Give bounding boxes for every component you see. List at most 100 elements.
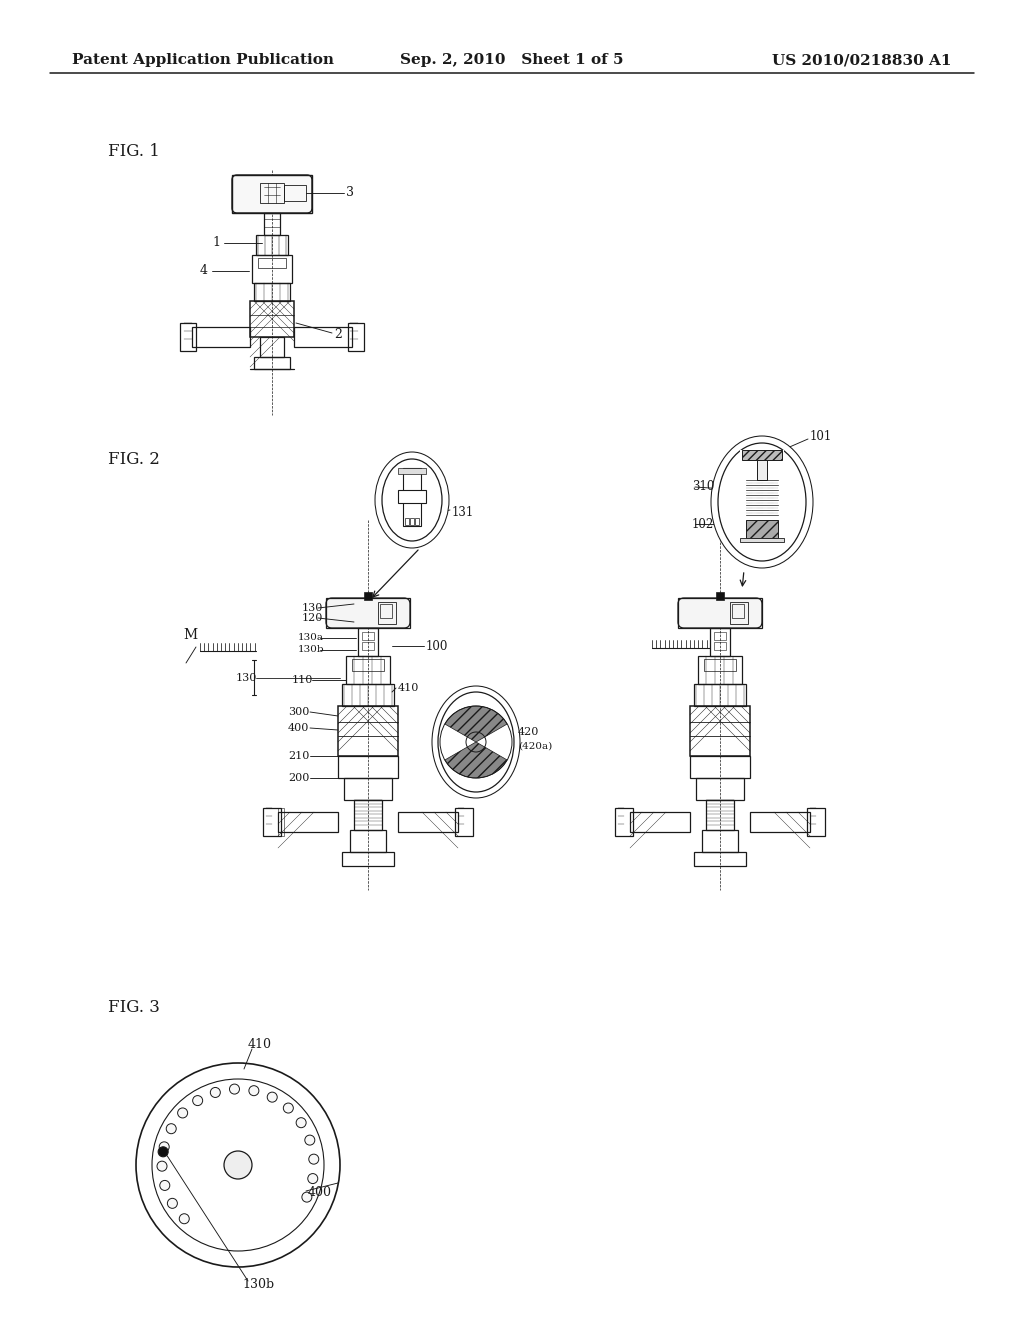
Bar <box>807 808 825 836</box>
Text: 130b: 130b <box>298 645 325 655</box>
Bar <box>455 808 473 836</box>
Bar <box>398 490 426 503</box>
Text: FIG. 2: FIG. 2 <box>108 451 160 469</box>
Text: 210: 210 <box>288 751 309 762</box>
Bar <box>716 591 724 601</box>
Text: Sep. 2, 2010   Sheet 1 of 5: Sep. 2, 2010 Sheet 1 of 5 <box>400 53 624 67</box>
Text: 200: 200 <box>288 774 309 783</box>
Bar <box>630 812 690 832</box>
Bar <box>278 812 338 832</box>
Bar <box>398 812 458 832</box>
Bar <box>294 327 352 347</box>
Bar <box>694 684 746 706</box>
Bar <box>706 800 734 830</box>
Circle shape <box>166 1123 176 1134</box>
Bar <box>284 185 306 201</box>
Text: 410: 410 <box>398 682 420 693</box>
Text: 130a: 130a <box>298 634 324 643</box>
Bar <box>364 591 372 601</box>
Circle shape <box>309 1154 318 1164</box>
Bar <box>338 706 398 756</box>
Circle shape <box>249 1085 259 1096</box>
Ellipse shape <box>711 436 813 568</box>
Text: 120: 120 <box>302 612 324 623</box>
Ellipse shape <box>438 692 514 792</box>
Text: 1: 1 <box>212 236 220 249</box>
Circle shape <box>157 1162 167 1171</box>
Circle shape <box>224 1151 252 1179</box>
Ellipse shape <box>382 459 442 541</box>
Circle shape <box>267 1092 278 1102</box>
Ellipse shape <box>375 451 449 548</box>
Bar <box>615 808 633 836</box>
Text: 4: 4 <box>200 264 208 277</box>
Bar <box>354 800 382 830</box>
Text: 410: 410 <box>248 1039 272 1052</box>
Bar <box>696 777 744 800</box>
Bar <box>362 632 374 640</box>
Circle shape <box>158 1147 168 1156</box>
Bar <box>380 605 392 618</box>
Text: FIG. 1: FIG. 1 <box>108 144 160 161</box>
Bar <box>698 656 742 684</box>
Bar <box>406 517 409 525</box>
Bar <box>694 851 746 866</box>
Text: 420: 420 <box>518 727 540 737</box>
Bar <box>260 183 284 203</box>
Circle shape <box>160 1180 170 1191</box>
Bar <box>358 628 378 656</box>
Text: Patent Application Publication: Patent Application Publication <box>72 53 334 67</box>
Text: 102: 102 <box>692 517 715 531</box>
Bar <box>346 656 390 684</box>
Bar <box>254 282 290 301</box>
Bar <box>750 812 810 832</box>
Text: 110: 110 <box>292 675 313 685</box>
Bar <box>232 176 312 213</box>
Bar <box>260 337 284 356</box>
Bar <box>193 327 250 347</box>
Bar <box>710 628 730 656</box>
Wedge shape <box>444 742 507 777</box>
Text: (420a): (420a) <box>518 742 552 751</box>
Bar <box>742 450 782 459</box>
Text: 130: 130 <box>236 673 257 682</box>
Text: 101: 101 <box>810 430 833 444</box>
Bar <box>378 602 396 624</box>
Bar <box>338 756 398 777</box>
Bar <box>342 684 394 706</box>
Text: 131: 131 <box>452 506 474 519</box>
Bar <box>250 301 294 337</box>
Bar <box>352 659 384 671</box>
Bar <box>757 459 767 480</box>
Circle shape <box>308 1173 317 1184</box>
Bar <box>740 539 784 543</box>
Bar <box>252 255 292 282</box>
Circle shape <box>305 1135 314 1146</box>
Circle shape <box>284 1104 293 1113</box>
Ellipse shape <box>432 686 520 799</box>
Circle shape <box>210 1088 220 1097</box>
Text: 100: 100 <box>426 639 449 652</box>
Text: US 2010/0218830 A1: US 2010/0218830 A1 <box>772 53 952 67</box>
Bar <box>256 235 288 255</box>
Wedge shape <box>444 706 507 742</box>
Bar <box>254 356 290 370</box>
Ellipse shape <box>718 444 806 561</box>
Text: 2: 2 <box>334 329 342 342</box>
Circle shape <box>302 1192 312 1203</box>
Bar <box>740 450 784 543</box>
Bar <box>415 517 419 525</box>
Bar <box>714 632 726 640</box>
Bar <box>264 213 280 235</box>
Text: 310: 310 <box>692 480 715 494</box>
Text: 130b: 130b <box>242 1279 274 1291</box>
Bar <box>714 642 726 649</box>
Bar <box>403 469 421 525</box>
Circle shape <box>296 1118 306 1127</box>
Bar <box>702 830 738 851</box>
Circle shape <box>177 1107 187 1118</box>
Text: 3: 3 <box>346 186 354 199</box>
Bar <box>258 257 286 268</box>
Bar <box>730 602 748 624</box>
Circle shape <box>179 1214 189 1224</box>
